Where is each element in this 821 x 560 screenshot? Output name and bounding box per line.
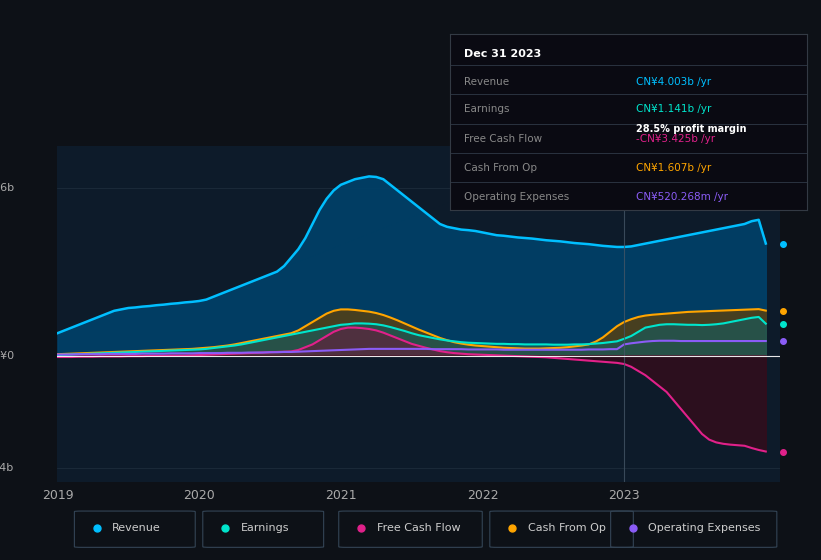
Text: Revenue: Revenue [464,77,509,87]
Text: Earnings: Earnings [241,523,289,533]
Text: CN¥1.141b /yr: CN¥1.141b /yr [635,104,711,114]
Text: CN¥6b: CN¥6b [0,183,14,193]
Text: Earnings: Earnings [464,104,510,114]
Text: Free Cash Flow: Free Cash Flow [464,133,543,143]
Text: Dec 31 2023: Dec 31 2023 [464,49,541,59]
Text: Operating Expenses: Operating Expenses [649,523,761,533]
Text: CN¥4.003b /yr: CN¥4.003b /yr [635,77,711,87]
Text: -CN¥4b: -CN¥4b [0,463,14,473]
Text: Free Cash Flow: Free Cash Flow [377,523,460,533]
Text: Operating Expenses: Operating Expenses [464,192,570,202]
Text: Cash From Op: Cash From Op [528,523,605,533]
Text: -CN¥3.425b /yr: -CN¥3.425b /yr [635,133,715,143]
Text: Revenue: Revenue [112,523,161,533]
Text: CN¥520.268m /yr: CN¥520.268m /yr [635,192,727,202]
Text: CN¥0: CN¥0 [0,351,14,361]
Text: Cash From Op: Cash From Op [464,162,537,172]
Text: 28.5% profit margin: 28.5% profit margin [635,124,746,134]
Text: CN¥1.607b /yr: CN¥1.607b /yr [635,162,711,172]
